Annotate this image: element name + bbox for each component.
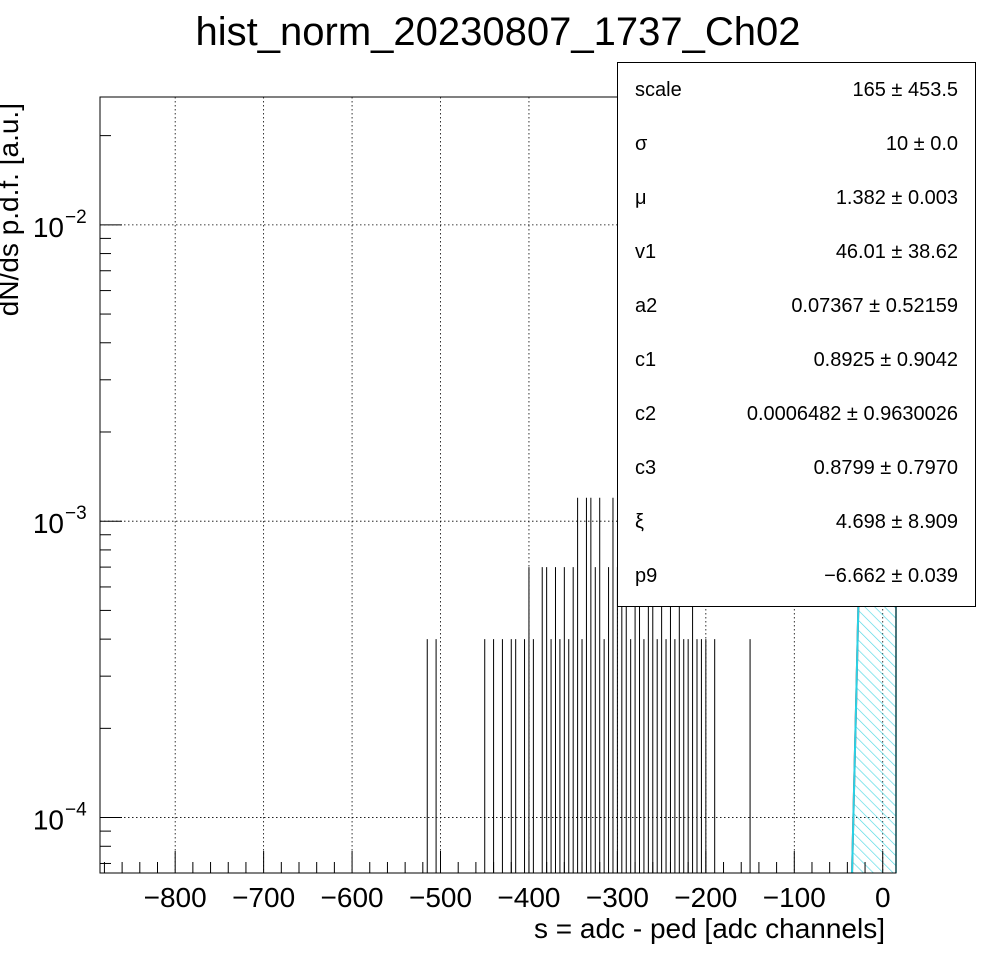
stats-param-value: 165 ± 453.5: [852, 79, 958, 101]
stats-param-name: c3: [635, 457, 657, 479]
x-tick-label: −400: [497, 882, 560, 913]
stats-param-value: 0.0006482 ± 0.9630026: [746, 403, 958, 425]
stats-param-value: −6.662 ± 0.039: [824, 565, 958, 587]
stats-param-name: μ: [635, 187, 647, 209]
stats-param-name: c2: [635, 403, 657, 425]
stats-param-name: ξ: [635, 511, 644, 533]
stats-param-name: v1: [635, 241, 657, 263]
y-tick-label: 10: [33, 212, 64, 243]
x-tick-label: −700: [232, 882, 295, 913]
stats-param-value: 0.07367 ± 0.52159: [791, 295, 958, 317]
stats-row: a2 0.07367 ± 0.52159: [618, 279, 975, 333]
stats-param-name: c1: [635, 349, 657, 371]
stats-param-value: 0.8925 ± 0.9042: [813, 349, 958, 371]
stats-box: scale 165 ± 453.5 σ 10 ± 0.0 μ 1.382 ± 0.003 v…: [617, 62, 976, 607]
y-tick-exponent: −4: [65, 800, 87, 821]
stats-param-name: σ: [635, 133, 648, 155]
x-tick-label: −300: [586, 882, 649, 913]
x-tick-label: −100: [763, 882, 826, 913]
stats-param-name: p9: [635, 565, 658, 587]
x-tick-label: −600: [321, 882, 384, 913]
stats-row: v1 46.01 ± 38.62: [618, 225, 975, 279]
x-tick-label: −200: [674, 882, 737, 913]
stats-row: μ 1.382 ± 0.003: [618, 171, 975, 225]
stats-param-name: scale: [635, 79, 682, 101]
stats-row: c1 0.8925 ± 0.9042: [618, 333, 975, 387]
stats-param-value: 46.01 ± 38.62: [835, 241, 958, 263]
stats-param-value: 1.382 ± 0.003: [835, 187, 958, 209]
stats-param-value: 0.8799 ± 0.7970: [813, 457, 958, 479]
stats-row: c2 0.0006482 ± 0.9630026: [618, 387, 975, 441]
stats-row: c3 0.8799 ± 0.7970: [618, 441, 975, 495]
stats-param-value: 4.698 ± 8.909: [835, 511, 958, 533]
y-tick-exponent: −2: [65, 207, 87, 228]
stats-row: ξ 4.698 ± 8.909: [618, 495, 975, 549]
stats-param-name: a2: [635, 295, 658, 317]
stats-row: p9 −6.662 ± 0.039: [618, 549, 975, 603]
y-axis-label: dN/ds p.d.f. [a.u.]: [0, 103, 24, 316]
stats-row: scale 165 ± 453.5: [618, 63, 975, 117]
y-tick-label: 10: [33, 508, 64, 539]
y-tick-label: 10: [33, 805, 64, 836]
x-tick-label: −500: [409, 882, 472, 913]
x-axis-label: s = adc - ped [adc channels]: [534, 913, 885, 944]
stats-param-value: 10 ± 0.0: [885, 133, 958, 155]
x-tick-label: 0: [875, 882, 891, 913]
x-tick-label: −800: [144, 882, 207, 913]
chart-title: hist_norm_20230807_1737_Ch02: [195, 10, 801, 54]
stats-row: σ 10 ± 0.0: [618, 117, 975, 171]
y-tick-exponent: −3: [65, 503, 87, 524]
